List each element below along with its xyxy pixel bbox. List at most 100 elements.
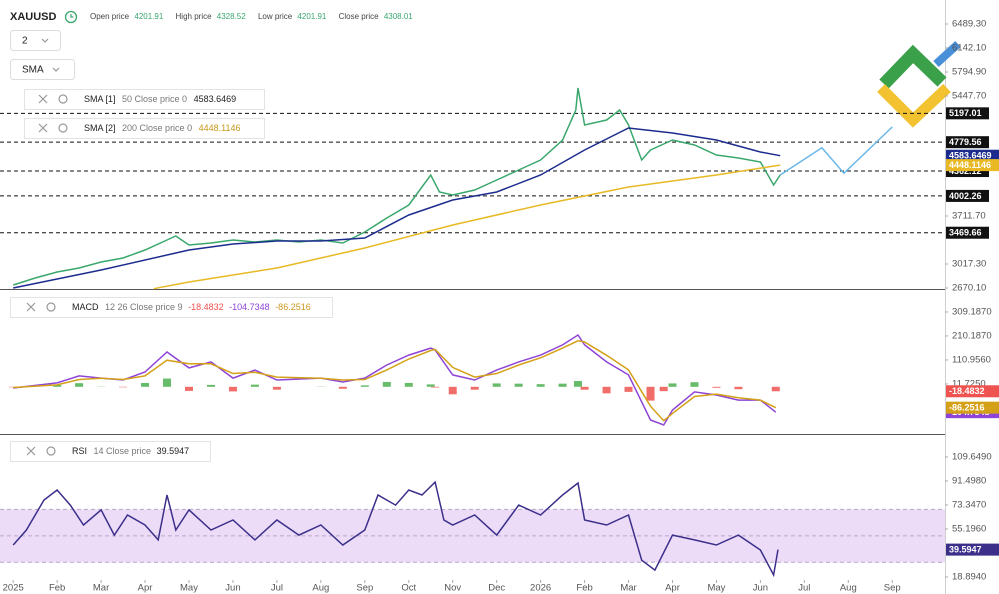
remove-icon[interactable] bbox=[38, 123, 48, 133]
legend-value: 4583.6469 bbox=[194, 94, 237, 104]
level-tag bbox=[946, 189, 989, 202]
legend-params: 12 26 Close price 9 bbox=[105, 302, 183, 312]
histogram-bar bbox=[646, 386, 655, 401]
histogram-bar bbox=[75, 383, 84, 387]
chevron bbox=[52, 67, 60, 72]
value-tag bbox=[946, 401, 999, 414]
remove-icon[interactable] bbox=[26, 446, 36, 456]
value-tag-label: -86.2516 bbox=[949, 403, 985, 413]
histogram-bar bbox=[690, 382, 699, 387]
legend-name: RSI bbox=[72, 446, 87, 456]
low-value: 4201.91 bbox=[297, 12, 326, 21]
y-tick-label: 55.1960 bbox=[952, 523, 986, 534]
x-tick-label: Aug bbox=[312, 583, 329, 594]
histogram-bar bbox=[712, 386, 721, 388]
x-tick-label: Jun bbox=[753, 583, 768, 594]
histogram-bar bbox=[404, 382, 413, 387]
y-tick-label: 110.9560 bbox=[952, 354, 991, 365]
histogram-bar bbox=[602, 386, 611, 394]
close-label: Close price bbox=[339, 12, 380, 21]
interval-value: 2 bbox=[22, 36, 28, 47]
histogram-bar bbox=[228, 386, 237, 392]
histogram-bar bbox=[470, 386, 479, 390]
histogram-bar bbox=[771, 386, 780, 392]
legend-name: MACD bbox=[72, 302, 99, 312]
y-tick-label: 91.4980 bbox=[952, 476, 986, 487]
histogram-bar bbox=[206, 384, 215, 387]
histogram-bar bbox=[580, 386, 589, 390]
histogram-bar bbox=[536, 384, 545, 387]
legend-value: -104.7348 bbox=[229, 302, 270, 312]
indicator-value: SMA bbox=[22, 65, 44, 76]
histogram-bar bbox=[163, 378, 172, 387]
histogram-bar bbox=[431, 386, 440, 388]
level-tag bbox=[946, 107, 989, 120]
chevron bbox=[41, 38, 49, 43]
value-tag-label: 4583.6469 bbox=[949, 151, 992, 161]
x-tick-label: May bbox=[707, 583, 725, 594]
x-tick-label: Jun bbox=[225, 583, 240, 594]
settings-icon[interactable] bbox=[58, 123, 68, 133]
x-tick-label: Mar bbox=[620, 583, 636, 594]
y-tick-label: 2670.10 bbox=[952, 283, 986, 294]
open-value: 4201.91 bbox=[134, 12, 163, 21]
histogram-bar bbox=[53, 384, 62, 387]
histogram-bar bbox=[492, 383, 501, 387]
legend-row bbox=[24, 89, 265, 110]
interval-dropdown[interactable] bbox=[10, 30, 61, 51]
legend-value: 4448.1146 bbox=[199, 123, 241, 133]
series-line bbox=[12, 87, 781, 286]
level-tag bbox=[946, 136, 989, 149]
histogram-bar bbox=[668, 383, 677, 387]
series-line bbox=[779, 126, 893, 176]
y-tick-label: 18.8940 bbox=[952, 571, 986, 582]
legend-text: SMA [2] 200 Close price 0 4448.1146 bbox=[84, 123, 240, 133]
y-tick-label: 5794.90 bbox=[952, 67, 986, 78]
high-value: 4328.52 bbox=[217, 12, 246, 21]
x-tick-label: May bbox=[180, 583, 198, 594]
histogram-bar bbox=[272, 386, 281, 390]
settings-icon[interactable] bbox=[46, 446, 56, 456]
legend-value: -18.4832 bbox=[188, 302, 224, 312]
series-line bbox=[13, 340, 777, 422]
legend-name: SMA [1] bbox=[84, 94, 116, 104]
logo-yellow bbox=[877, 83, 951, 128]
remove-icon[interactable] bbox=[38, 94, 48, 104]
value-tag bbox=[946, 543, 999, 556]
price-info: Open price 4201.91 High price 4328.52 Lo… bbox=[90, 12, 413, 21]
level-label: 4779.56 bbox=[949, 137, 982, 147]
legend-value: -86.2516 bbox=[275, 302, 311, 312]
value-tag bbox=[946, 159, 999, 172]
symbol[interactable]: XAUUSD bbox=[10, 11, 57, 23]
clock-icon[interactable] bbox=[64, 10, 78, 24]
histogram-bar bbox=[624, 386, 633, 392]
settings-icon[interactable] bbox=[46, 302, 56, 312]
remove-icon[interactable] bbox=[26, 302, 36, 312]
value-tag-label: -18.4832 bbox=[949, 386, 985, 396]
histogram-bar bbox=[185, 386, 193, 391]
x-tick-label: Dec bbox=[488, 583, 505, 594]
logo-green bbox=[879, 44, 947, 89]
y-tick-label: 73.3470 bbox=[952, 500, 986, 511]
level-tag bbox=[946, 226, 989, 239]
histogram-bar bbox=[426, 384, 435, 387]
x-tick-label: Apr bbox=[665, 583, 680, 594]
histogram-bar bbox=[659, 386, 668, 392]
histogram-bar bbox=[382, 381, 391, 387]
indicator-dropdown[interactable] bbox=[10, 59, 75, 80]
x-tick-label: Sep bbox=[884, 583, 901, 594]
histogram-bar bbox=[360, 385, 369, 387]
low-label: Low price bbox=[258, 12, 293, 21]
histogram-bar bbox=[558, 383, 567, 387]
x-tick-label: 2026 bbox=[530, 583, 551, 594]
legend-text: SMA [1] 50 Close price 0 4583.6469 bbox=[84, 94, 236, 104]
legend-text: MACD 12 26 Close price 9 -18.4832 -104.7… bbox=[72, 302, 311, 312]
x-tick-label: Aug bbox=[840, 583, 857, 594]
legend-name: SMA [2] bbox=[84, 123, 116, 133]
settings-icon[interactable] bbox=[58, 94, 68, 104]
legend-row bbox=[10, 297, 333, 318]
x-tick-label: Apr bbox=[138, 583, 153, 594]
open-label: Open price bbox=[90, 12, 130, 21]
close-value: 4308.01 bbox=[384, 12, 413, 21]
